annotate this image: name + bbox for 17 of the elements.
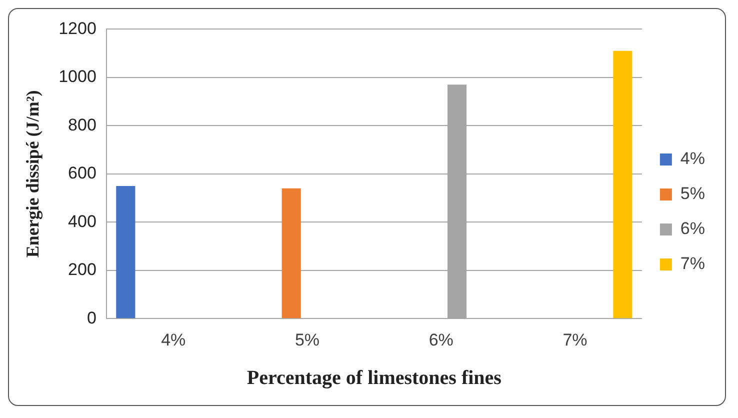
x-tick-label: 7% — [562, 330, 588, 350]
y-tick-label: 1000 — [58, 67, 96, 86]
legend-label: 6% — [680, 219, 706, 238]
y-axis-title: Energie dissipé (J/m²) — [22, 90, 42, 258]
x-axis-title: Percentage of limestones fines — [246, 367, 502, 390]
y-tick-label: 200 — [68, 260, 96, 280]
legend-label: 7% — [680, 254, 706, 274]
legend-label: 4% — [680, 149, 706, 168]
y-tick-label: 800 — [68, 115, 96, 134]
y-tick-label: 400 — [68, 212, 96, 231]
x-tick-label: 5% — [294, 330, 320, 350]
legend-label: 5% — [680, 184, 706, 204]
y-tick-label: 0 — [86, 308, 96, 328]
y-tick-label: 1200 — [58, 18, 96, 38]
x-tick-label: 4% — [161, 330, 186, 350]
x-tick-label: 6% — [428, 330, 454, 350]
y-tick-label: 600 — [68, 164, 96, 183]
